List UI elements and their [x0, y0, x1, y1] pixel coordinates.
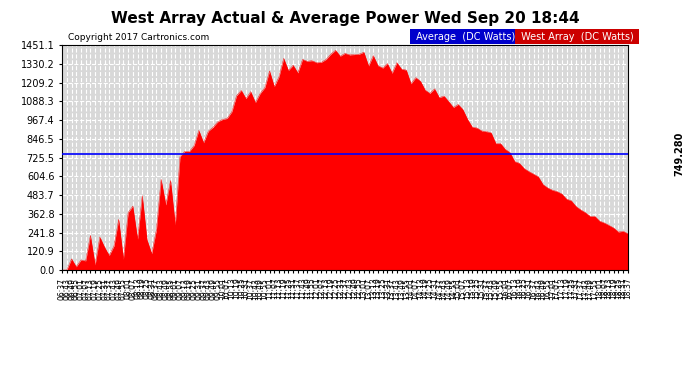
Text: West Array  (DC Watts): West Array (DC Watts): [518, 32, 636, 42]
Text: 749.280: 749.280: [675, 132, 684, 176]
Text: Copyright 2017 Cartronics.com: Copyright 2017 Cartronics.com: [68, 33, 209, 42]
Text: Average  (DC Watts): Average (DC Watts): [413, 32, 518, 42]
Text: West Array Actual & Average Power Wed Sep 20 18:44: West Array Actual & Average Power Wed Se…: [110, 11, 580, 26]
